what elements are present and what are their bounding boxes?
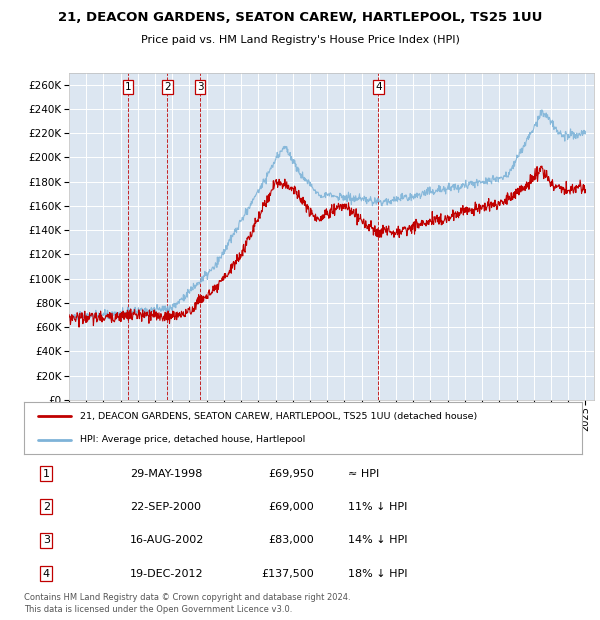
Text: 21, DEACON GARDENS, SEATON CAREW, HARTLEPOOL, TS25 1UU: 21, DEACON GARDENS, SEATON CAREW, HARTLE… (58, 11, 542, 24)
Text: Price paid vs. HM Land Registry's House Price Index (HPI): Price paid vs. HM Land Registry's House … (140, 35, 460, 45)
Text: 4: 4 (43, 569, 50, 578)
Text: 1: 1 (43, 469, 50, 479)
Text: 11% ↓ HPI: 11% ↓ HPI (347, 502, 407, 512)
Text: 3: 3 (43, 535, 50, 545)
Text: 19-DEC-2012: 19-DEC-2012 (130, 569, 203, 578)
Text: 2: 2 (164, 82, 171, 92)
Text: 18% ↓ HPI: 18% ↓ HPI (347, 569, 407, 578)
Text: 22-SEP-2000: 22-SEP-2000 (130, 502, 201, 512)
Text: 14% ↓ HPI: 14% ↓ HPI (347, 535, 407, 545)
Text: 3: 3 (197, 82, 203, 92)
Text: HPI: Average price, detached house, Hartlepool: HPI: Average price, detached house, Hart… (80, 435, 305, 445)
Text: ≈ HPI: ≈ HPI (347, 469, 379, 479)
Text: 4: 4 (375, 82, 382, 92)
Text: 16-AUG-2002: 16-AUG-2002 (130, 535, 205, 545)
Text: £83,000: £83,000 (268, 535, 314, 545)
Text: 1: 1 (124, 82, 131, 92)
Text: Contains HM Land Registry data © Crown copyright and database right 2024.
This d: Contains HM Land Registry data © Crown c… (24, 593, 350, 614)
Text: £137,500: £137,500 (262, 569, 314, 578)
Text: 29-MAY-1998: 29-MAY-1998 (130, 469, 202, 479)
Text: 2: 2 (43, 502, 50, 512)
Text: £69,000: £69,000 (268, 502, 314, 512)
Text: £69,950: £69,950 (268, 469, 314, 479)
Text: 21, DEACON GARDENS, SEATON CAREW, HARTLEPOOL, TS25 1UU (detached house): 21, DEACON GARDENS, SEATON CAREW, HARTLE… (80, 412, 477, 421)
